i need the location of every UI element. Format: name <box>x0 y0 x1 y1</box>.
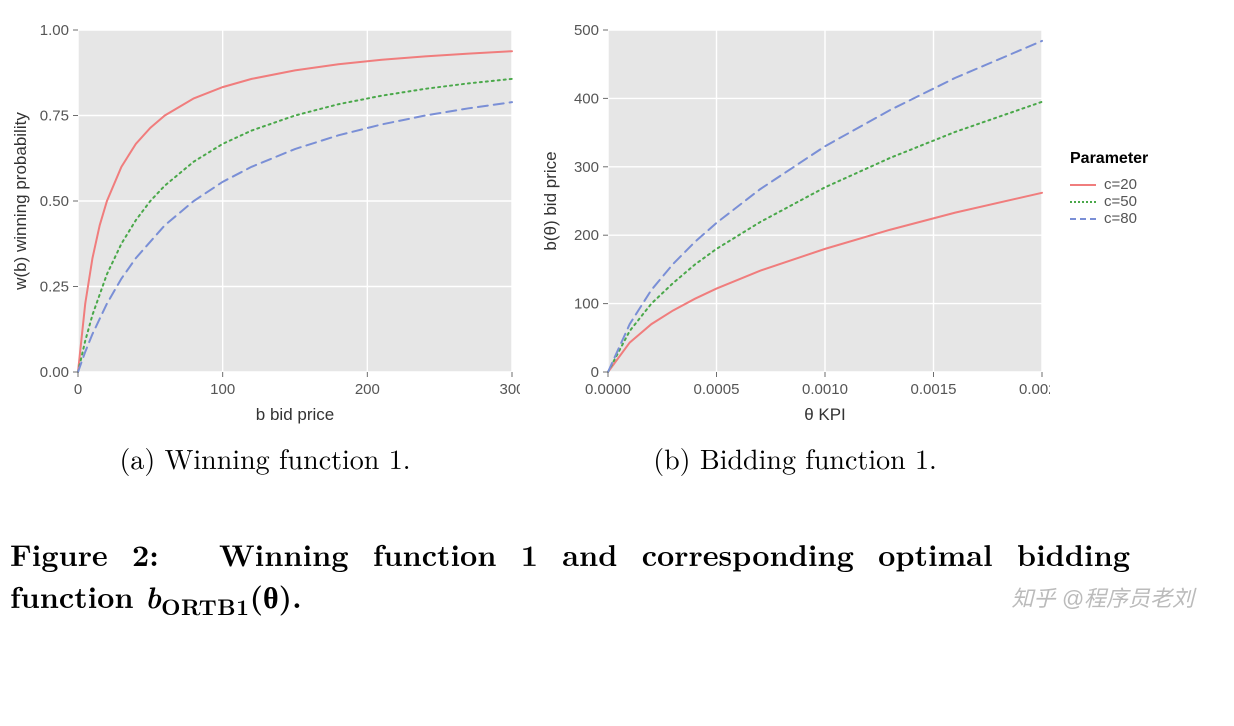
svg-text:1.00: 1.00 <box>40 22 69 39</box>
figure-2: 0 100 200 300 0.00 0.25 0.50 0.75 1.00 b bid pric… <box>10 20 1224 623</box>
svg-text:θ KPI: θ KPI <box>804 405 846 424</box>
svg-text:0.50: 0.50 <box>40 193 69 210</box>
svg-text:400: 400 <box>574 90 599 107</box>
svg-text:300: 300 <box>574 159 599 176</box>
caption-prefix: Figure 2: <box>10 532 159 575</box>
svg-text:500: 500 <box>574 22 599 39</box>
caption-math-b: b <box>145 575 161 618</box>
svg-text:300: 300 <box>499 381 520 398</box>
svg-text:0.00: 0.00 <box>40 364 69 381</box>
legend-title: Parameter <box>1070 150 1148 168</box>
legend-swatch <box>1070 201 1096 203</box>
svg-text:0.0015: 0.0015 <box>911 381 957 398</box>
svg-text:0.0010: 0.0010 <box>802 381 848 398</box>
svg-text:100: 100 <box>210 381 235 398</box>
panel-b-chart: 0.0000 0.0005 0.0010 0.0015 0.0020 0 100 200 300… <box>540 20 1050 430</box>
legend-item: c=80 <box>1070 210 1148 227</box>
svg-text:100: 100 <box>574 296 599 313</box>
panel-b-subcaption: (b) Bidding function 1. <box>653 438 937 478</box>
legend-label: c=50 <box>1104 193 1137 210</box>
legend-item: c=20 <box>1070 176 1148 193</box>
svg-text:0.75: 0.75 <box>40 108 69 125</box>
panel-a-subcaption: (a) Winning function 1. <box>120 438 411 478</box>
charts-row: 0 100 200 300 0.00 0.25 0.50 0.75 1.00 b bid pric… <box>10 20 1224 478</box>
panel-a-block: 0 100 200 300 0.00 0.25 0.50 0.75 1.00 b bid pric… <box>10 20 520 478</box>
panel-b-block: 0.0000 0.0005 0.0010 0.0015 0.0020 0 100 200 300… <box>540 20 1050 478</box>
svg-text:b(θ) bid price: b(θ) bid price <box>541 151 560 250</box>
svg-text:0: 0 <box>74 381 82 398</box>
svg-text:0.25: 0.25 <box>40 279 69 296</box>
legend-item: c=50 <box>1070 193 1148 210</box>
svg-text:0.0000: 0.0000 <box>585 381 631 398</box>
svg-text:200: 200 <box>355 381 380 398</box>
legend-swatch <box>1070 218 1096 220</box>
figure-caption: Figure 2: Winning function 1 and corresp… <box>10 533 1130 623</box>
legend-label: c=20 <box>1104 176 1137 193</box>
panel-a-chart: 0 100 200 300 0.00 0.25 0.50 0.75 1.00 b bid pric… <box>10 20 520 430</box>
svg-text:0.0005: 0.0005 <box>694 381 740 398</box>
caption-math-arg: (θ). <box>250 574 302 617</box>
legend-label: c=80 <box>1104 210 1137 227</box>
svg-text:0.0020: 0.0020 <box>1019 381 1050 398</box>
legend: Parameter c=20c=50c=80 <box>1070 150 1148 227</box>
svg-text:0: 0 <box>591 364 599 381</box>
legend-swatch <box>1070 184 1096 186</box>
svg-text:200: 200 <box>574 227 599 244</box>
svg-text:w(b) winning probability: w(b) winning probability <box>11 112 30 291</box>
svg-text:b bid price: b bid price <box>256 405 334 424</box>
caption-math-sub: ORTB1 <box>161 590 250 622</box>
